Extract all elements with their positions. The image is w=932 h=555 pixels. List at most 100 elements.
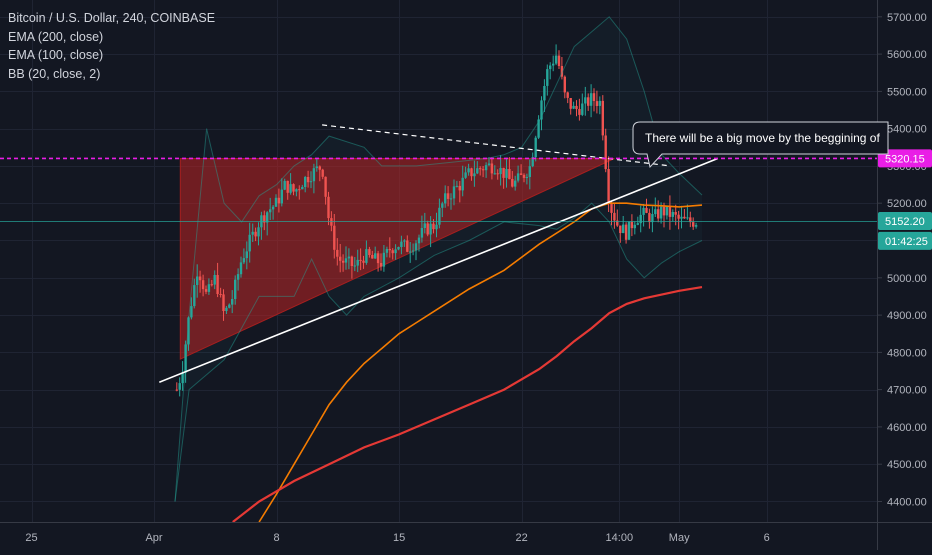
candle-body xyxy=(537,119,540,138)
candle-body xyxy=(336,249,339,257)
indicator-bb-label[interactable]: BB (20, close, 2) xyxy=(8,66,101,81)
candle-body xyxy=(543,86,546,101)
candle-body xyxy=(484,165,488,171)
candle-body xyxy=(645,207,648,213)
candle-body xyxy=(446,193,450,199)
time-axis[interactable]: 25 Apr 8 15 22 14:00 May 6 xyxy=(25,532,769,544)
bollinger-band-fill xyxy=(175,16,702,502)
price-marker-label: 01:42:25 xyxy=(885,236,928,248)
candle-body xyxy=(493,173,496,175)
candle-body xyxy=(657,209,660,219)
x-tick-label: May xyxy=(669,532,690,544)
candle-body xyxy=(464,172,467,178)
candle-body xyxy=(624,224,628,240)
rising-support-line[interactable] xyxy=(159,157,718,383)
candle-body xyxy=(274,197,278,207)
candle-body xyxy=(198,276,202,281)
candle-body xyxy=(598,100,601,106)
candle-body xyxy=(362,260,365,263)
candle-body xyxy=(671,212,674,217)
candle-body xyxy=(414,243,418,251)
candle-body xyxy=(385,249,389,253)
candle-body xyxy=(607,169,610,204)
candle-body xyxy=(552,63,555,66)
candle-body xyxy=(347,256,351,259)
x-tick-label: 25 xyxy=(25,532,37,544)
candle-body xyxy=(610,203,613,213)
candle-body xyxy=(686,217,689,219)
candle-body xyxy=(236,274,240,280)
candle-body xyxy=(201,280,205,290)
candle-body xyxy=(210,284,213,286)
candle-body xyxy=(581,103,584,115)
candle-body xyxy=(587,97,590,106)
candle-body xyxy=(295,189,298,192)
candle-body xyxy=(409,251,412,253)
candle-body xyxy=(511,179,514,187)
candle-body xyxy=(546,69,549,86)
candle-body xyxy=(584,97,587,104)
y-tick-label: 4800.00 xyxy=(887,347,927,359)
candle-body xyxy=(651,214,654,223)
candle-body xyxy=(473,173,476,177)
triangle-zone[interactable] xyxy=(179,158,615,360)
plot-area[interactable] xyxy=(0,16,877,522)
candle-body xyxy=(397,247,400,250)
candle-body xyxy=(239,262,243,275)
candle-body xyxy=(502,167,505,178)
candle-body xyxy=(622,224,625,234)
price-marker-box xyxy=(878,212,932,230)
bollinger-lower-line xyxy=(174,202,703,502)
candle-body xyxy=(423,223,426,228)
candle-body xyxy=(304,177,307,187)
candle-body xyxy=(350,256,354,266)
candle-body xyxy=(324,176,327,197)
candle-body xyxy=(499,167,502,175)
candle-body xyxy=(301,187,304,190)
ema100-line[interactable] xyxy=(258,202,703,522)
candle-body xyxy=(379,263,383,267)
candle-body xyxy=(522,174,526,178)
indicator-ema200-label[interactable]: EMA (200, close) xyxy=(8,29,104,44)
candle-body xyxy=(280,189,283,204)
candle-body xyxy=(692,222,695,227)
x-tick-label: Apr xyxy=(145,532,162,544)
candle-body xyxy=(292,184,295,192)
candle-body xyxy=(481,169,485,171)
candle-body xyxy=(633,224,636,229)
candle-body xyxy=(271,206,275,210)
candle-body xyxy=(438,207,441,225)
ema200-line[interactable] xyxy=(232,286,703,522)
candle-body xyxy=(353,265,356,267)
candle-body xyxy=(490,163,494,174)
indicator-ema100-label[interactable]: EMA (100, close) xyxy=(8,48,104,62)
candle-body xyxy=(371,255,374,259)
candle-body xyxy=(400,241,403,247)
candle-body xyxy=(251,231,254,235)
candle-body xyxy=(630,221,634,229)
candle-body xyxy=(525,177,529,178)
candle-body xyxy=(306,177,310,183)
y-tick-label: 4900.00 xyxy=(887,310,927,322)
candle-body xyxy=(665,206,669,216)
x-tick-label: 8 xyxy=(274,532,280,544)
candle-body xyxy=(604,135,607,170)
candle-body xyxy=(289,184,292,193)
symbol-title[interactable]: Bitcoin / U.S. Dollar, 240, COINBASE xyxy=(8,11,216,25)
candle-body xyxy=(266,212,269,223)
x-tick-label: 6 xyxy=(764,532,770,544)
candle-body xyxy=(432,223,435,230)
candle-body xyxy=(560,66,564,77)
price-markers: 5320.15 5152.20 01:42:25 xyxy=(878,149,932,250)
candle-body xyxy=(531,157,534,167)
candle-body xyxy=(417,237,421,244)
candle-body xyxy=(196,276,199,285)
callout-box[interactable] xyxy=(632,121,889,169)
candle-body xyxy=(662,206,666,216)
callout[interactable]: There will be a big move by the begginin… xyxy=(632,121,889,169)
candle-body xyxy=(368,249,371,255)
candle-body xyxy=(213,275,216,285)
candle-body xyxy=(680,216,683,219)
